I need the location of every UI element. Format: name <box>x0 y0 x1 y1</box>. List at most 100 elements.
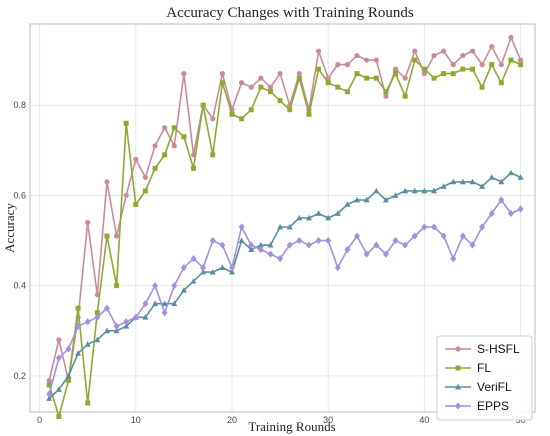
data-point-fl <box>75 305 81 311</box>
data-point-verifl <box>517 174 524 180</box>
data-point-epps <box>103 304 110 312</box>
data-point-epps <box>488 209 495 218</box>
data-point-s-hsfl <box>460 52 466 59</box>
legend-item-fl: FL <box>445 361 491 375</box>
data-point-fl <box>65 377 71 383</box>
data-point-verifl <box>431 187 437 194</box>
data-point-verifl <box>46 395 53 401</box>
data-point-s-hsfl <box>248 84 254 90</box>
legend-swatch-marker <box>455 402 461 410</box>
data-point-fl <box>393 71 399 77</box>
data-point-s-hsfl <box>210 116 216 122</box>
data-point-verifl <box>113 327 120 334</box>
legend-swatch-marker <box>455 365 461 371</box>
data-point-epps <box>305 241 312 249</box>
data-point-verifl <box>65 372 72 379</box>
data-point-epps <box>190 255 197 263</box>
data-point-s-hsfl <box>335 62 341 68</box>
data-point-verifl <box>402 187 409 194</box>
data-point-fl <box>46 382 52 388</box>
data-point-fl <box>219 80 225 86</box>
data-point-fl <box>181 134 187 140</box>
data-point-verifl <box>190 277 197 284</box>
data-point-fl <box>508 57 514 63</box>
data-point-epps <box>152 282 159 290</box>
data-point-s-hsfl <box>133 156 139 162</box>
data-point-verifl <box>84 341 91 347</box>
series-fl <box>46 57 524 420</box>
data-point-fl <box>287 107 293 113</box>
x-tick-label: 10 <box>131 415 141 425</box>
data-point-s-hsfl <box>498 62 504 68</box>
x-tick-label: 40 <box>419 415 429 425</box>
data-point-epps <box>479 223 486 231</box>
y-tick-label: 0.8 <box>13 100 26 110</box>
data-point-fl <box>200 102 206 108</box>
x-tick-label: 0 <box>37 415 42 425</box>
data-point-fl <box>162 152 168 158</box>
data-point-fl <box>518 62 524 68</box>
data-point-epps <box>363 250 370 258</box>
data-point-s-hsfl <box>181 71 187 77</box>
data-point-s-hsfl <box>104 179 110 185</box>
data-point-s-hsfl <box>383 93 389 99</box>
y-tick-label: 0.2 <box>13 371 26 381</box>
y-axis-label: Accuracy <box>2 203 17 253</box>
data-point-s-hsfl <box>258 75 264 81</box>
data-point-fl <box>364 75 370 81</box>
data-point-epps <box>113 322 120 330</box>
data-point-epps <box>209 236 216 245</box>
legend-item-verifl: VeriFL <box>445 380 512 394</box>
data-point-s-hsfl <box>46 377 52 384</box>
data-point-fl <box>133 201 139 207</box>
data-point-verifl <box>488 174 495 180</box>
data-point-fl <box>210 152 216 158</box>
data-point-verifl <box>103 327 110 334</box>
data-point-verifl <box>392 192 399 198</box>
data-point-fl <box>431 75 437 81</box>
data-point-verifl <box>200 268 207 275</box>
data-point-s-hsfl <box>152 143 158 149</box>
data-point-verifl <box>459 178 466 185</box>
data-point-epps <box>411 232 418 240</box>
data-point-fl <box>229 111 235 117</box>
data-point-fl <box>344 89 350 95</box>
data-point-fl <box>335 84 341 90</box>
data-point-fl <box>296 75 302 81</box>
series-epps <box>46 196 524 398</box>
data-point-fl <box>316 66 322 72</box>
data-point-epps <box>382 250 389 258</box>
data-point-fl <box>498 80 504 86</box>
data-point-fl <box>402 93 408 99</box>
data-point-fl <box>450 71 456 77</box>
data-point-verifl <box>421 187 428 194</box>
data-point-verifl <box>277 223 284 230</box>
data-point-s-hsfl <box>508 34 514 41</box>
data-point-verifl <box>267 241 274 248</box>
data-point-verifl <box>171 300 178 307</box>
legend-item-epps: EPPS <box>445 399 509 413</box>
data-point-fl <box>306 111 312 117</box>
data-point-s-hsfl <box>277 71 283 77</box>
data-point-epps <box>55 354 62 362</box>
data-point-verifl <box>411 187 418 194</box>
data-point-verifl <box>123 323 130 329</box>
data-point-epps <box>180 264 187 272</box>
data-point-epps <box>286 241 293 249</box>
data-point-verifl <box>498 178 505 185</box>
data-point-verifl <box>152 300 159 307</box>
data-point-fl <box>123 120 129 126</box>
data-point-verifl <box>334 210 341 216</box>
data-point-fl <box>56 414 62 420</box>
data-point-fl <box>239 116 245 122</box>
data-point-s-hsfl <box>373 57 379 63</box>
data-point-verifl <box>363 196 370 203</box>
data-point-s-hsfl <box>441 48 447 54</box>
legend-item-s-hsfl: S-HSFL <box>445 342 520 356</box>
data-point-verifl <box>507 169 514 176</box>
data-point-s-hsfl <box>392 66 399 72</box>
data-point-s-hsfl <box>56 337 62 343</box>
series-verifl <box>46 169 524 401</box>
data-point-s-hsfl <box>296 71 302 77</box>
